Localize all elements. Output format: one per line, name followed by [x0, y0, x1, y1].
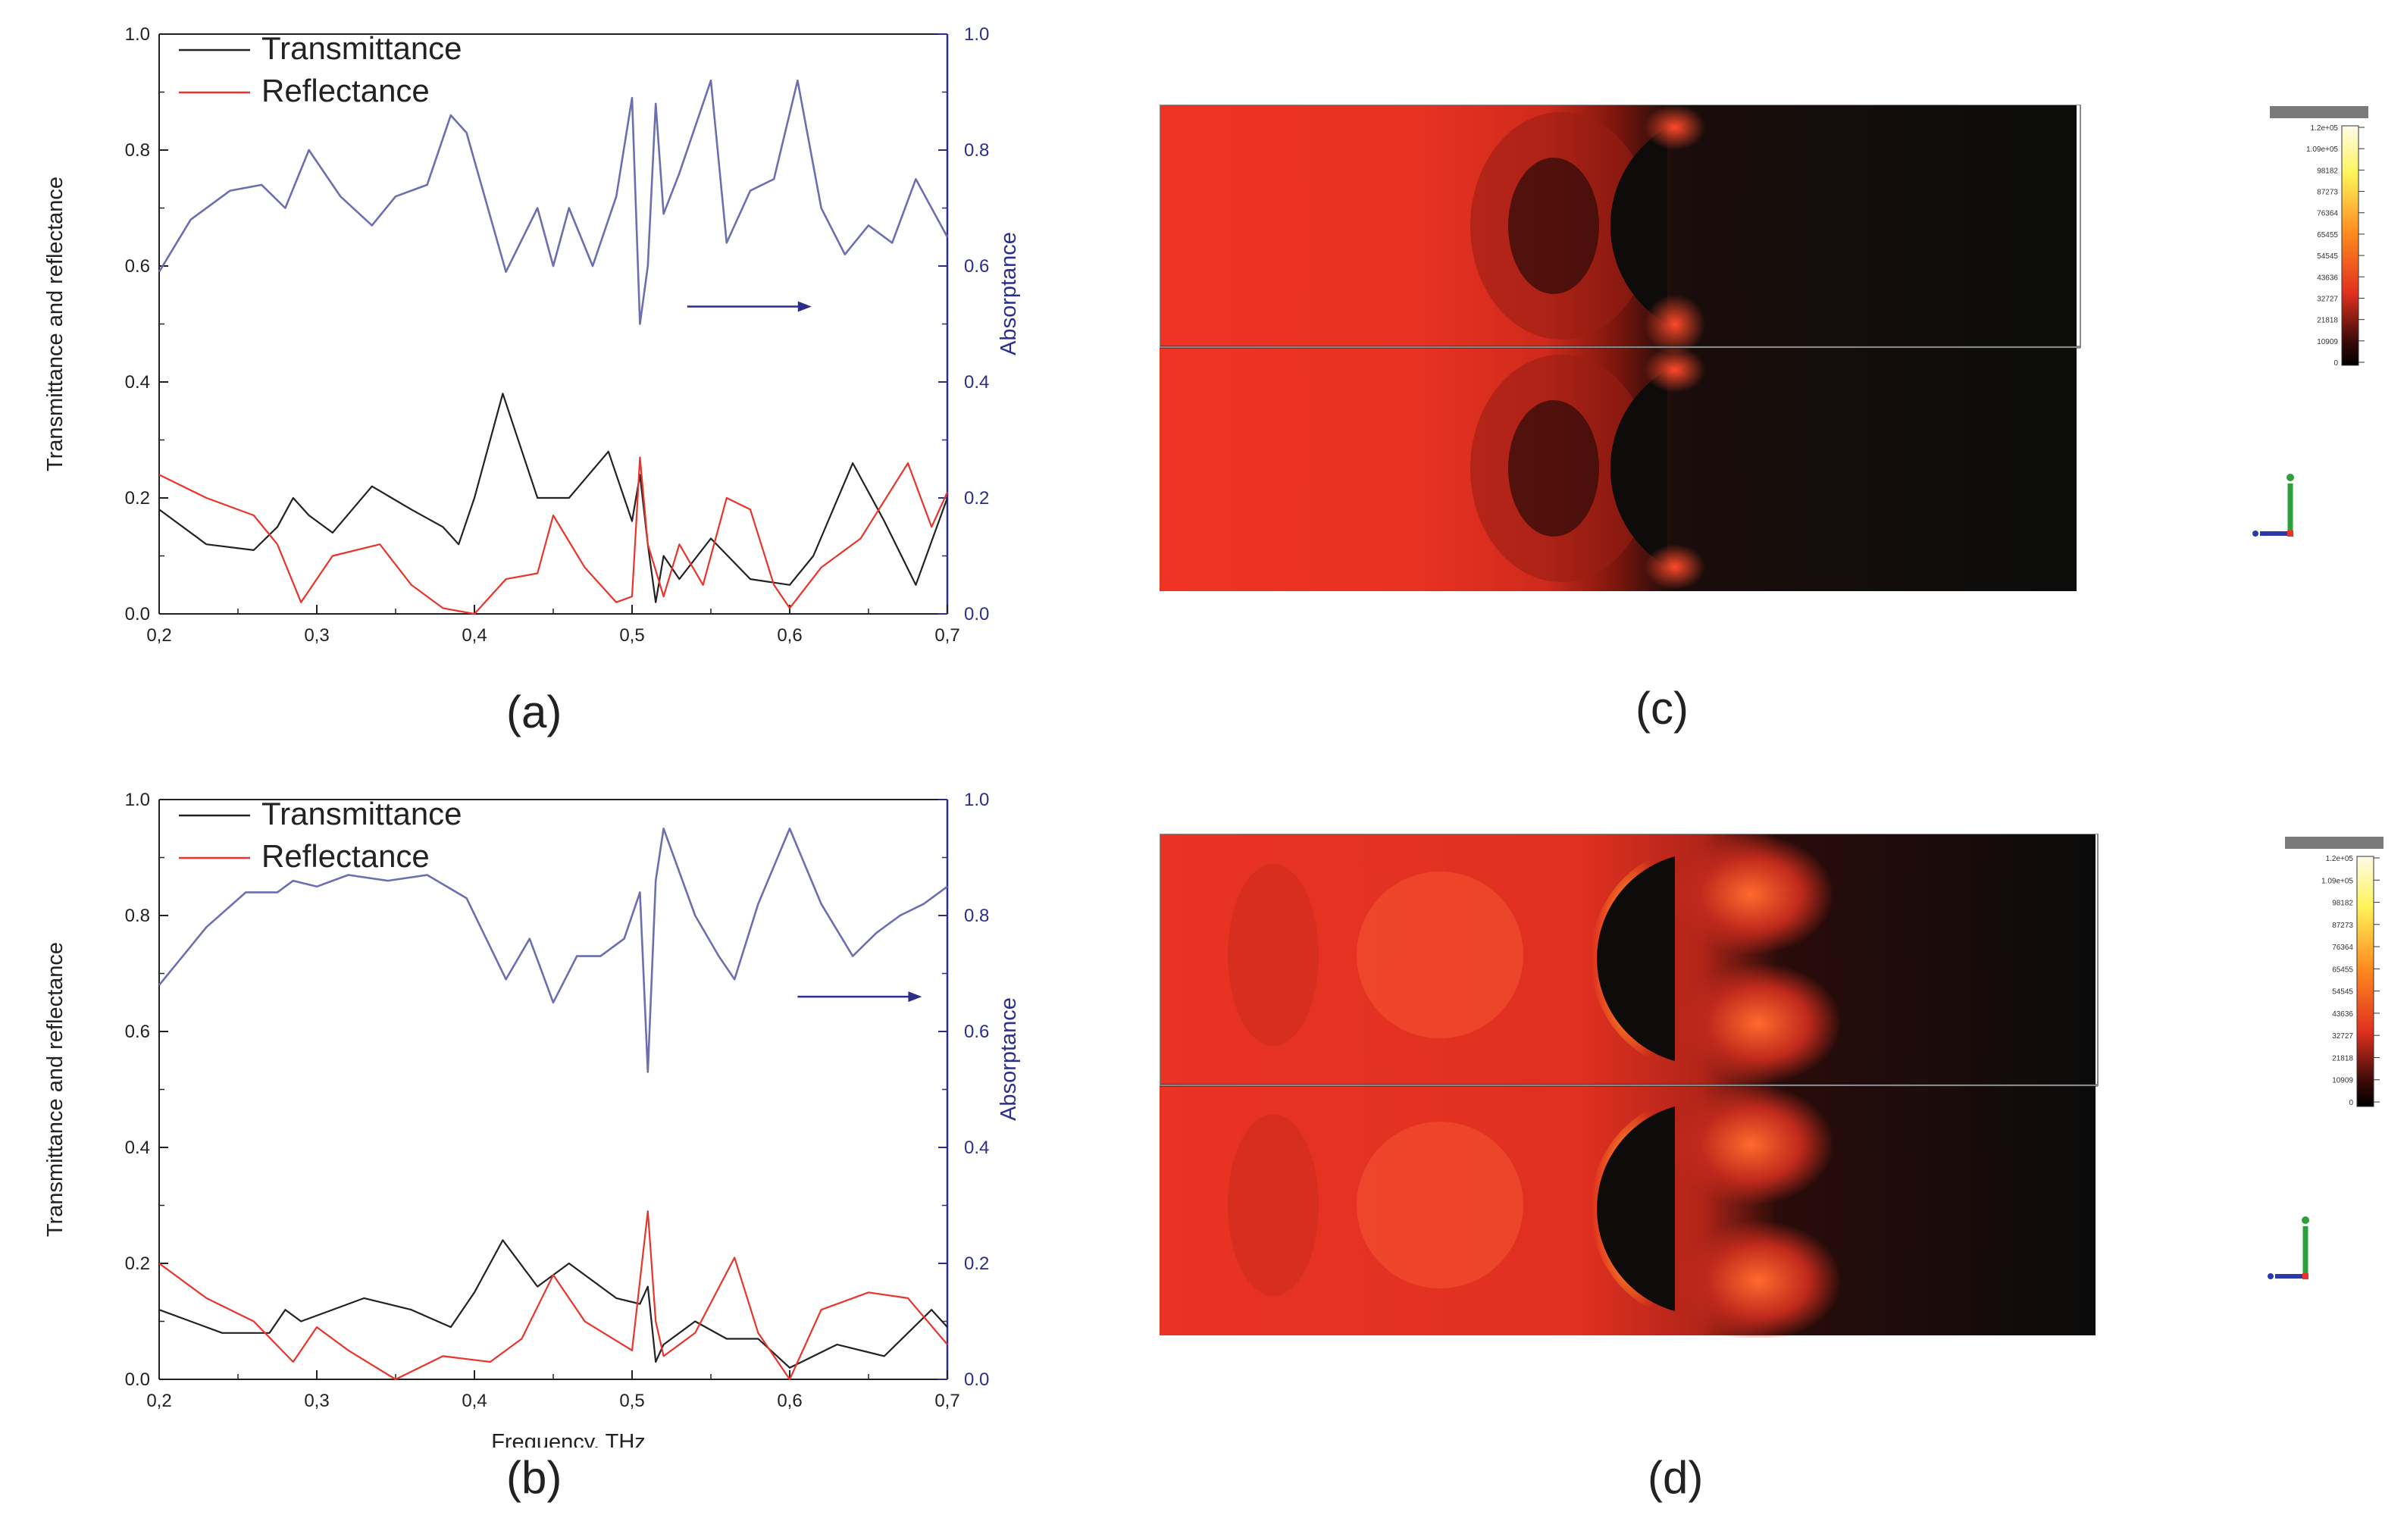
colorbar-tick-label: 54545 [2317, 252, 2338, 261]
x-tick-label: 0,3 [304, 1391, 329, 1411]
x-tick-label: 0,4 [462, 1391, 487, 1411]
y2-axis-title: Absorptance [997, 232, 1021, 355]
x-tick-label: 0,2 [146, 625, 171, 646]
x-tick-label: 0,5 [619, 625, 644, 646]
colorbar-tick-label: 98182 [2317, 167, 2338, 175]
colorbar-tick-label: 87273 [2332, 922, 2353, 930]
unit-cell-frame [1160, 834, 2099, 1086]
colorbar-tick-label: 1.2e+05 [2311, 124, 2339, 133]
semicircle-cells [1590, 849, 1675, 1319]
arrow-head [797, 301, 812, 312]
panel-label-b: (b) [506, 1452, 562, 1503]
panel-label-a: (a) [506, 687, 562, 737]
colorbar-tick-label: 21818 [2317, 317, 2338, 325]
x-tick-label: 0,5 [619, 1391, 644, 1411]
absorptance-line [158, 828, 948, 1073]
colorbar-c: 1.2e+05 1.09e+05 98182 87273 76364 65455 54545… [2270, 106, 2368, 368]
y-tick-label: 0.8 [125, 906, 150, 926]
y-tick-label: 0.4 [125, 1138, 150, 1158]
colorbar-tick-label: 43636 [2317, 274, 2338, 282]
colorbar-tick-label: 21818 [2332, 1054, 2353, 1063]
legend-transmittance-label: Transmittance [261, 30, 462, 66]
colorbar-tick-label: 32727 [2332, 1032, 2353, 1041]
y2-tick-label: 0.8 [964, 906, 989, 926]
colorbar-tick-label: 65455 [2317, 231, 2338, 239]
y-tick-label: 1.0 [125, 24, 150, 45]
y-tick-label: 0.2 [125, 488, 150, 509]
colorbar-tick-label: 1.09e+05 [2321, 877, 2353, 885]
axis-triad-c [2252, 474, 2294, 537]
y2-tick-label: 0.4 [964, 1138, 989, 1158]
colorbar-tick-label: 0 [2333, 359, 2338, 368]
arrow-head [908, 991, 922, 1003]
y-tick-label: 0.0 [125, 1369, 150, 1390]
colorbar-d: 1.2e+05 1.09e+05 98182 87273 76364 65455 54545… [2285, 837, 2384, 1107]
absorptance-line [158, 79, 949, 325]
x-tick-label: 0,3 [304, 625, 329, 646]
colorbar-tick-label: 0 [2349, 1099, 2353, 1107]
field-contours [1470, 112, 1652, 582]
field-contours [1228, 834, 1842, 1338]
chart-b: 0,2 0,3 0,4 0,5 0,6 0,70.0 0.00.2 0.20.4 0.40.6 0… [43, 790, 1021, 1448]
y2-tick-label: 0.0 [964, 604, 989, 624]
x-tick-label: 0,2 [146, 1391, 171, 1411]
field-map-d [1160, 834, 2099, 1338]
y2-tick-label: 1.0 [964, 24, 989, 45]
colorbar-tick-label: 10909 [2332, 1077, 2353, 1085]
semicircle-cells [1610, 105, 1705, 590]
colorbar-tick-label: 1.09e+05 [2306, 146, 2338, 154]
y2-axis-title: Absorptance [997, 997, 1021, 1121]
field-map-c [1160, 105, 2081, 591]
y-tick-label: 1.0 [125, 790, 150, 810]
x-axis-title: Frequency, THz [491, 1430, 646, 1448]
legend-reflectance-label: Reflectance [261, 838, 430, 874]
transmittance-line [158, 1239, 948, 1369]
colorbar-tick-label: 76364 [2332, 944, 2353, 952]
legend-reflectance-label: Reflectance [261, 73, 430, 108]
y-tick-label: 0.6 [125, 256, 150, 277]
y2-tick-label: 0.8 [964, 140, 989, 161]
y-tick-label: 0.8 [125, 140, 150, 161]
colorbar-tick-label: 98182 [2332, 900, 2353, 908]
colorbar-tick-label: 1.2e+05 [2326, 855, 2354, 863]
x-tick-label: 0,7 [934, 625, 959, 646]
colorbar-tick-label: 87273 [2317, 189, 2338, 197]
y-tick-label: 0.4 [125, 372, 150, 393]
colorbar-tick-label: 76364 [2317, 210, 2338, 218]
y2-tick-label: 0.4 [964, 372, 989, 393]
y2-tick-label: 0.6 [964, 1022, 989, 1042]
x-tick-label: 0,6 [777, 1391, 802, 1411]
panel-label-c: (c) [1635, 683, 1689, 734]
x-tick-label: 0,7 [934, 1391, 959, 1411]
x-tick-label: 0,6 [777, 625, 802, 646]
unit-cell-frame [1160, 105, 2081, 348]
axis-triad-d [2268, 1216, 2309, 1279]
panel-label-d: (d) [1648, 1452, 1704, 1503]
y2-tick-label: 0.6 [964, 256, 989, 277]
y2-tick-label: 0.2 [964, 1254, 989, 1274]
legend-transmittance-label: Transmittance [261, 796, 462, 831]
y2-tick-label: 0.2 [964, 488, 989, 509]
y2-tick-label: 1.0 [964, 790, 989, 810]
reflectance-line [158, 456, 949, 615]
chart-a: 0,2 0,3 0,4 0,5 0,6 0,70.0 0.00.2 0.20.4 0.40.6 0… [43, 24, 1021, 646]
colorbar-tick-label: 65455 [2332, 966, 2353, 974]
colorbar-tick-label: 43636 [2332, 1010, 2353, 1019]
y2-tick-label: 0.0 [964, 1369, 989, 1390]
transmittance-line [158, 393, 949, 603]
y-tick-label: 0.2 [125, 1254, 150, 1274]
colorbar-tick-label: 54545 [2332, 988, 2353, 997]
y-tick-label: 0.0 [125, 604, 150, 624]
x-tick-label: 0,4 [462, 625, 487, 646]
y-axis-title: Transmittance and reflectance [43, 942, 67, 1237]
y-axis-title: Transmittance and reflectance [43, 177, 67, 471]
colorbar-tick-label: 10909 [2317, 338, 2338, 346]
y-tick-label: 0.6 [125, 1022, 150, 1042]
colorbar-tick-label: 32727 [2317, 295, 2338, 303]
reflectance-line [158, 1210, 948, 1381]
